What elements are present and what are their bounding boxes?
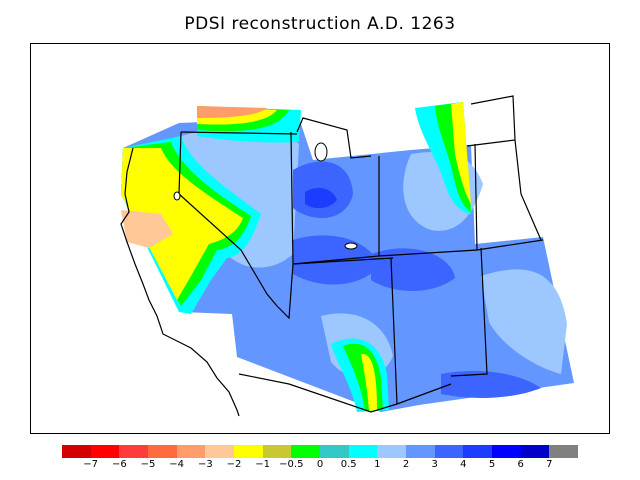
legend-swatch: [406, 445, 436, 458]
pacific-coastline: [120, 147, 240, 417]
lake-powell: [344, 242, 358, 250]
lake-tahoe: [173, 191, 181, 201]
legend-swatch: [262, 445, 292, 458]
legend-tick-label: −5: [140, 459, 156, 470]
montana-dakota-border: [466, 95, 516, 147]
legend-tick-label: 3: [431, 459, 438, 470]
great-salt-lake: [314, 142, 328, 162]
dakota-nebraska-border: [514, 139, 542, 241]
geography-lines: [120, 95, 544, 417]
legend-tick-label: 5: [488, 459, 496, 470]
field-deep-blue-patch: [305, 187, 337, 209]
idaho-montana-border: [296, 117, 372, 159]
legend-tick-label: 1: [374, 459, 381, 470]
legend-swatch: [377, 445, 407, 458]
legend-swatch: [90, 445, 120, 458]
legend-swatch: [148, 445, 178, 458]
legend-swatch: [176, 445, 206, 458]
legend-swatch: [520, 445, 550, 458]
pdsi-dry-areas: [121, 102, 471, 412]
legend-tick-label: 6: [517, 459, 524, 470]
nevada-utah-border: [290, 131, 294, 265]
legend-tick-label: −1: [255, 459, 271, 470]
dry-west-yellow: [121, 148, 243, 300]
california-nevada-border: [178, 131, 278, 307]
map-frame: [30, 43, 610, 434]
legend-swatch: [434, 445, 464, 458]
legend-tick-label: −0.5: [279, 459, 304, 470]
legend-tick-label: −2: [226, 459, 242, 470]
legend-tick-label: −6: [111, 459, 127, 470]
legend-swatch: [62, 445, 92, 458]
legend-tick-label: −7: [83, 459, 99, 470]
legend-swatch: [348, 445, 378, 458]
legend-tick-label: 7: [546, 459, 553, 470]
colorado-kansas-border: [476, 239, 544, 251]
dry-south-yellow: [361, 353, 377, 411]
utah-arizona-border: [292, 257, 394, 265]
legend-swatch: [234, 445, 264, 458]
arizona-newmexico-border: [390, 257, 398, 405]
dry-west-salmon: [121, 210, 173, 248]
legend-swatch: [549, 445, 579, 458]
lakes: [173, 142, 358, 250]
legend-tick-label: −3: [197, 459, 213, 470]
field-dark-blue-core-4: [441, 370, 541, 398]
legend-swatch: [205, 445, 235, 458]
legend-tick-label: 0.5: [340, 459, 357, 470]
legend-swatch: [320, 445, 350, 458]
color-legend: −7 −6 −5 −4 −3 −2 −1 −0.5 0 0.5 1 2 3 4 5 6 7: [62, 445, 579, 475]
legend-swatch: [119, 445, 149, 458]
legend-tick-label: 4: [460, 459, 467, 470]
legend-tick-label: −4: [169, 459, 185, 470]
mexico-border: [238, 373, 452, 413]
legend-tick-label: 0: [316, 459, 324, 470]
legend-swatch: [463, 445, 493, 458]
oregon-idaho-border: [180, 131, 298, 135]
map-title: PDSI reconstruction A.D. 1263: [184, 14, 456, 34]
dry-ne-yellow: [451, 102, 471, 204]
legend-swatch: [291, 445, 321, 458]
nevada-arizona-border: [276, 263, 294, 320]
legend-tick-label: 2: [402, 459, 410, 470]
field-light-blue-se: [481, 269, 567, 374]
newmexico-texas-border: [450, 247, 488, 377]
dry-north-salmon: [197, 106, 267, 118]
pdsi-map: [120, 95, 574, 417]
legend-swatch: [492, 445, 522, 458]
